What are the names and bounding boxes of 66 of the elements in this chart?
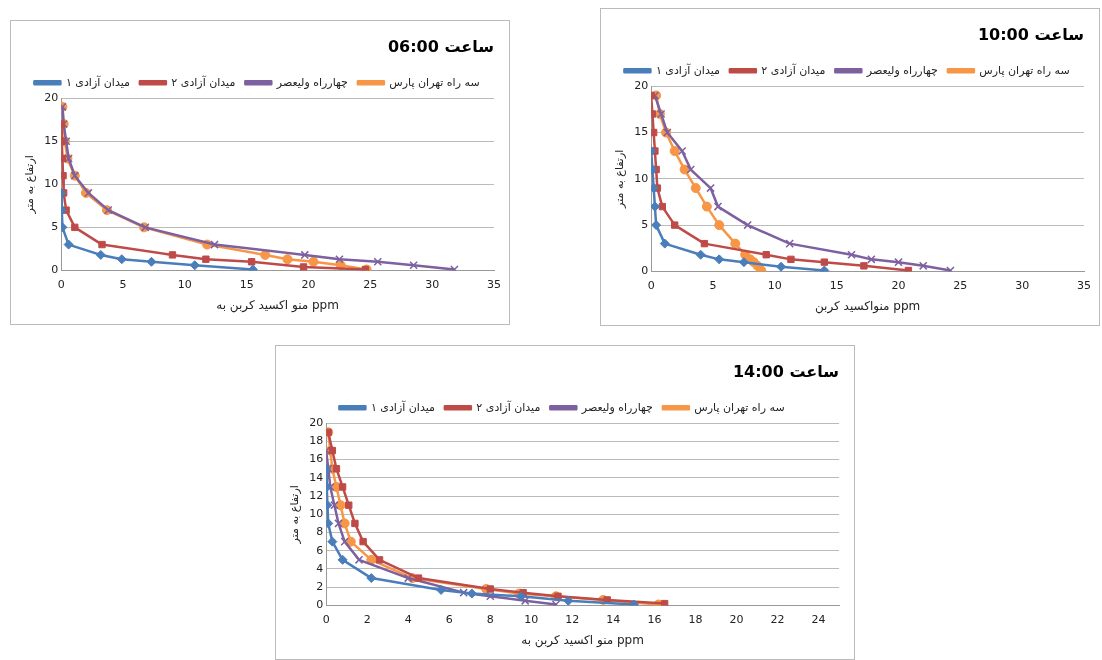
y-tick-label: 20 <box>44 91 59 105</box>
chart-title: ساعت 10:00 <box>977 24 1084 44</box>
x-tick-label: 25 <box>953 278 968 292</box>
x-tick-label: 35 <box>487 277 501 291</box>
y-tick-label: 4 <box>316 561 324 575</box>
x-tick-label: 24 <box>811 612 826 626</box>
x-tick-label: 2 <box>363 612 371 626</box>
y-tick-label: 10 <box>44 177 59 191</box>
y-tick-label: 2 <box>316 580 324 594</box>
y-tick-label: 12 <box>309 488 324 502</box>
x-tick-label: 18 <box>688 612 703 626</box>
y-tick-label: 18 <box>309 434 324 448</box>
x-tick-label: 10 <box>177 277 192 291</box>
y-tick-label: 15 <box>44 134 59 148</box>
x-tick-label: 35 <box>1077 278 1091 292</box>
x-tick-label: 12 <box>565 612 580 626</box>
y-tick-label: 10 <box>309 507 324 521</box>
legend-label: میدان آزادی ۲ <box>476 399 541 414</box>
legend-label: سه راه تهران پارس <box>694 400 785 414</box>
y-axis-title: ارتفاع به متر <box>288 485 302 545</box>
y-tick-label: 8 <box>316 525 324 539</box>
x-tick-label: 30 <box>425 277 440 291</box>
legend-label: چهارراه ولیعصر <box>580 400 653 414</box>
y-axis-title: ارتفاع به متر <box>613 149 627 209</box>
x-axis-title: منو اکسید کربن به ppm <box>216 297 339 313</box>
x-tick-label: 30 <box>1015 278 1030 292</box>
x-tick-label: 15 <box>239 277 254 291</box>
legend-label: میدان آزادی ۱ <box>655 62 720 77</box>
y-tick-label: 20 <box>309 416 324 430</box>
legend-label: سه راه تهران پارس <box>389 75 480 89</box>
x-tick-label: 5 <box>119 277 127 291</box>
x-tick-label: 20 <box>891 278 906 292</box>
x-tick-label: 25 <box>363 277 378 291</box>
x-tick-label: 6 <box>445 612 453 626</box>
x-tick-label: 8 <box>486 612 494 626</box>
x-tick-label: 4 <box>404 612 412 626</box>
x-axis-title: منو اکسید کربن به ppm <box>521 632 644 648</box>
y-tick-label: 14 <box>309 470 324 484</box>
x-tick-label: 10 <box>524 612 539 626</box>
legend-label: میدان آزادی ۲ <box>171 74 236 89</box>
legend-label: میدان آزادی ۲ <box>761 62 826 77</box>
x-tick-label: 10 <box>767 278 782 292</box>
y-tick-label: 10 <box>634 171 649 185</box>
x-tick-label: 14 <box>606 612 621 626</box>
y-axis-title: ارتفاع به متر <box>23 155 37 215</box>
x-axis-title: منواکسید کربن ppm <box>814 298 921 314</box>
legend-label: چهارراه ولیعصر <box>865 63 938 77</box>
y-tick-label: 16 <box>309 452 324 466</box>
y-tick-label: 6 <box>316 543 324 557</box>
x-tick-label: 5 <box>709 278 717 292</box>
chart-title: ساعت 14:00 <box>732 361 839 381</box>
x-tick-label: 15 <box>829 278 844 292</box>
chart-title: ساعت 06:00 <box>387 36 494 56</box>
y-tick-label: 15 <box>634 125 649 139</box>
legend-label: چهارراه ولیعصر <box>275 75 348 89</box>
y-tick-label: 5 <box>641 217 649 231</box>
x-tick-label: 22 <box>770 612 785 626</box>
y-tick-label: 20 <box>634 79 649 93</box>
y-tick-label: 0 <box>641 264 649 278</box>
legend-label: میدان آزادی ۱ <box>370 399 435 414</box>
legend-label: سه راه تهران پارس <box>979 63 1070 77</box>
y-tick-label: 5 <box>51 220 59 234</box>
legend-label: میدان آزادی ۱ <box>65 74 130 89</box>
y-tick-label: 0 <box>51 263 59 277</box>
x-tick-label: 20 <box>729 612 744 626</box>
y-tick-label: 0 <box>316 598 324 612</box>
